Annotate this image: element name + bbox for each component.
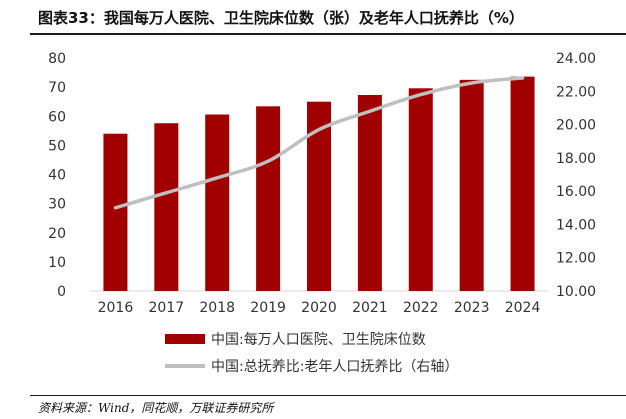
x-axis-tick-label: 2023 <box>454 300 490 316</box>
x-axis-tick-label: 2017 <box>149 300 185 316</box>
left-axis-tick-label: 80 <box>48 51 66 67</box>
left-axis-tick-label: 40 <box>48 168 66 184</box>
left-axis-tick-label: 20 <box>48 226 66 242</box>
x-axis-tick-label: 2016 <box>98 300 134 316</box>
chart: 0 10 20 30 40 50 60 70 80 10.00 12.00 14.00 16.00 18.… <box>48 51 596 375</box>
x-axis-tick-label: 2024 <box>505 300 541 316</box>
bar <box>510 76 535 291</box>
right-axis-tick-label: 14.00 <box>556 217 596 233</box>
legend-swatch-bar <box>165 334 205 344</box>
left-axis-tick-label: 10 <box>48 255 66 271</box>
x-axis-tick-label: 2022 <box>403 300 439 316</box>
left-axis-tick-label: 70 <box>48 80 66 96</box>
legend-label-line: 中国:总抚养比:老年人口抚养比（右轴） <box>211 359 458 375</box>
line-series <box>113 76 525 210</box>
right-axis-tick-label: 20.00 <box>556 118 596 134</box>
left-axis-tick-label: 30 <box>48 197 66 213</box>
bar <box>256 106 281 291</box>
source-note: 资料来源：Wind，同花顺，万联证券研究所 <box>38 401 274 415</box>
x-axis-tick-label: 2020 <box>301 300 337 316</box>
x-axis-tick-label: 2018 <box>199 300 235 316</box>
left-axis-tick-label: 50 <box>48 138 66 154</box>
right-axis-tick-label: 10.00 <box>556 284 596 300</box>
right-axis-tick-label: 24.00 <box>556 51 596 67</box>
bar <box>154 123 179 292</box>
x-axis-tick-label: 2021 <box>352 300 388 316</box>
title-divider <box>30 33 626 35</box>
left-axis-tick-label: 60 <box>48 109 66 125</box>
bar <box>357 94 382 291</box>
bar-series <box>103 76 535 292</box>
bar <box>205 114 230 291</box>
bar <box>459 79 484 291</box>
chart-title: 图表33：我国每万人医院、卫生院床位数（张）及老年人口抚养比（%） <box>38 9 524 27</box>
right-axis-tick-label: 18.00 <box>556 151 596 167</box>
source-divider <box>30 395 626 396</box>
title-bar: 图表33：我国每万人医院、卫生院床位数（张）及老年人口抚养比（%） <box>0 0 626 35</box>
legend-label-bar: 中国:每万人口医院、卫生院床位数 <box>211 332 426 348</box>
right-axis-tick-label: 22.00 <box>556 84 596 100</box>
left-axis-tick-label: 0 <box>57 284 66 300</box>
right-axis-tick-label: 16.00 <box>556 184 596 200</box>
axes: 0 10 20 30 40 50 60 70 80 10.00 12.00 14.00 16.00 18.… <box>48 51 596 316</box>
bar <box>103 133 128 291</box>
right-axis-tick-label: 12.00 <box>556 251 596 267</box>
bar <box>408 88 433 291</box>
x-axis-tick-label: 2019 <box>250 300 286 316</box>
